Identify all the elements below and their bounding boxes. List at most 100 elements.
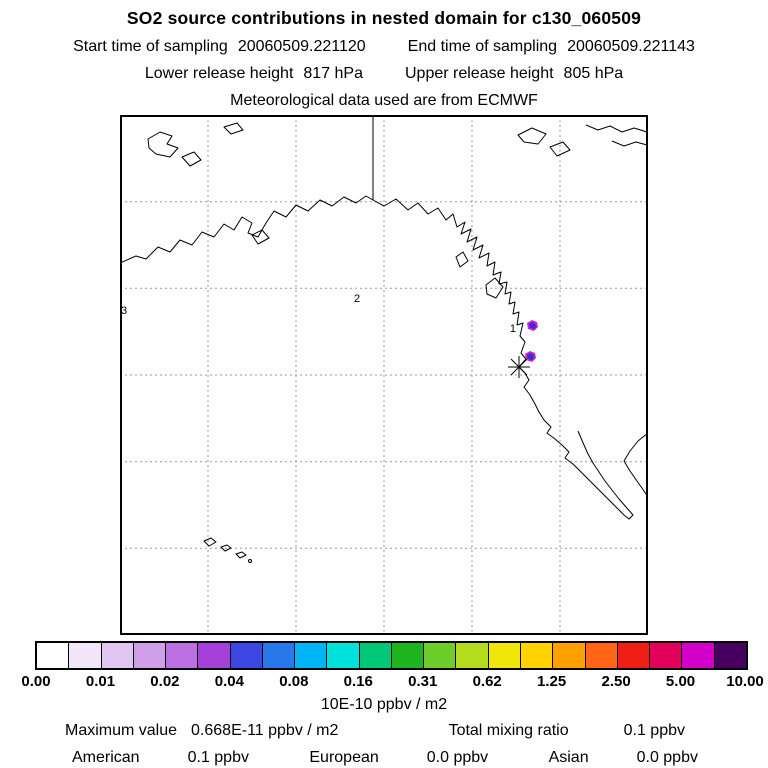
topright-coast-2 bbox=[611, 140, 648, 147]
colorbar-cell bbox=[488, 643, 521, 668]
upper-release-height: Upper release height 805 hPa bbox=[405, 65, 623, 82]
colorbar-tick-label: 5.00 bbox=[665, 673, 696, 690]
colorbar-cell bbox=[230, 643, 263, 668]
trajectory-label-2: 2 bbox=[354, 293, 360, 305]
figure-header: SO2 source contributions in nested domai… bbox=[0, 0, 768, 110]
figure-title: SO2 source contributions in nested domai… bbox=[126, 8, 642, 28]
colorbar-cell bbox=[424, 643, 457, 668]
colorbar-ticks: 0.00 0.01 0.02 0.04 0.08 0.16 0.31 0.62 1.25 2.50… bbox=[21, 673, 763, 691]
source-name: Asian bbox=[548, 749, 589, 766]
kodiak-island bbox=[251, 229, 270, 245]
colorbar-cell bbox=[391, 643, 425, 668]
plume-core-shape bbox=[529, 322, 536, 329]
colorbar-tick-label: 10.00 bbox=[726, 673, 764, 690]
source-value: 0.1 ppbv bbox=[187, 749, 249, 766]
source-value: 0.0 ppbv bbox=[636, 749, 698, 766]
plume-core-shape bbox=[527, 353, 534, 360]
colorbar-cell bbox=[166, 643, 199, 668]
colorbar-cell bbox=[295, 643, 328, 668]
plume-patch-north bbox=[527, 320, 538, 331]
start-time-value: 20060509.221120 bbox=[237, 38, 366, 55]
colorbar-cell bbox=[327, 643, 360, 668]
total-mixing-ratio: Total mixing ratio 0.1 ppbv bbox=[449, 722, 685, 740]
start-time-label: Start time of sampling bbox=[73, 38, 228, 55]
colorbar-cell bbox=[69, 643, 102, 668]
alaska-lake-2 bbox=[181, 151, 202, 167]
release-point-marker bbox=[508, 356, 530, 378]
summary-line: Maximum value 0.668E-11 ppbv / m2 Total … bbox=[0, 722, 768, 740]
vancouver-island bbox=[485, 277, 504, 299]
colorbar-cell bbox=[682, 643, 715, 668]
colorbar bbox=[35, 641, 748, 670]
colorbar-tick-label: 0.00 bbox=[21, 673, 51, 690]
map-panel: 1 2 3 bbox=[120, 115, 648, 635]
colorbar-tick-label: 2.50 bbox=[601, 673, 631, 690]
lower-release-height: Lower release height 817 hPa bbox=[145, 65, 363, 82]
hawaii-island-4 bbox=[248, 559, 252, 563]
arctic-island-2 bbox=[549, 141, 571, 157]
colorbar-cell bbox=[456, 643, 489, 668]
upper-release-value: 805 hPa bbox=[563, 65, 624, 82]
haida-gwaii-island bbox=[455, 251, 469, 268]
release-heights-line: Lower release height 817 hPa Upper release… bbox=[0, 65, 768, 83]
alaska-lake-3 bbox=[223, 122, 244, 135]
sampling-times-line: Start time of sampling 20060509.221120 End… bbox=[0, 38, 768, 56]
total-mixing-ratio-value: 0.1 ppbv bbox=[623, 722, 685, 739]
colorbar-cell bbox=[520, 643, 554, 668]
upper-release-label: Upper release height bbox=[405, 65, 554, 82]
colorbar-cell bbox=[585, 643, 618, 668]
alaska-lake-1 bbox=[147, 131, 179, 158]
colorbar-cell bbox=[198, 643, 231, 668]
map-grid bbox=[120, 115, 648, 635]
hawaii-island-2 bbox=[220, 544, 232, 552]
source-contributions-row: American 0.1 ppbv European 0.0 ppbv Asian 0.0… bbox=[0, 749, 768, 767]
end-time-label: End time of sampling bbox=[407, 38, 558, 55]
hawaii-island-3 bbox=[235, 551, 247, 559]
map-svg: 1 2 3 bbox=[120, 115, 648, 635]
colorbar-tick-label: 0.08 bbox=[279, 673, 309, 690]
lower-release-label: Lower release height bbox=[144, 65, 294, 82]
maximum-value-text: 0.668E-11 ppbv / m2 bbox=[191, 722, 339, 739]
trajectory-label-1: 1 bbox=[510, 323, 516, 335]
source-contribution: American 0.1 ppbv bbox=[72, 749, 249, 767]
colorbar-cell bbox=[617, 643, 651, 668]
mexico-mainland-coast bbox=[623, 432, 648, 498]
coastline bbox=[120, 115, 648, 563]
source-contribution: European 0.0 ppbv bbox=[309, 749, 488, 767]
end-time-value: 20060509.221143 bbox=[567, 38, 695, 55]
colorbar-cell bbox=[262, 643, 296, 668]
colorbar-cell bbox=[650, 643, 683, 668]
trajectory-label-3: 3 bbox=[121, 305, 127, 317]
colorbar-cell bbox=[37, 643, 70, 668]
lower-release-value: 817 hPa bbox=[303, 65, 363, 82]
met-data-line: Meteorological data used are from ECMWF bbox=[230, 92, 538, 109]
maximum-value: Maximum value 0.668E-11 ppbv / m2 bbox=[65, 722, 338, 740]
colorbar-tick-label: 0.01 bbox=[85, 673, 116, 690]
colorbar-tick-label: 1.25 bbox=[537, 673, 567, 690]
colorbar-cell bbox=[553, 643, 586, 668]
total-mixing-ratio-label: Total mixing ratio bbox=[448, 722, 569, 739]
source-name: European bbox=[309, 749, 379, 766]
source-name: American bbox=[72, 749, 140, 766]
colorbar-units-label: 10E-10 ppbv / m2 bbox=[320, 696, 448, 713]
colorbar-cell bbox=[133, 643, 167, 668]
colorbar-cell bbox=[359, 643, 392, 668]
colorbar-tick-label: 0.62 bbox=[472, 673, 502, 690]
colorbar-tick-label: 0.04 bbox=[214, 673, 244, 690]
topright-coast-1 bbox=[585, 124, 648, 133]
colorbar-tick-label: 0.02 bbox=[150, 673, 180, 690]
main-coastline-path bbox=[120, 195, 634, 520]
plume-patch-south bbox=[525, 351, 536, 362]
colorbar-cell bbox=[714, 643, 746, 668]
start-time: Start time of sampling 20060509.221120 bbox=[73, 38, 366, 55]
map-border bbox=[120, 115, 648, 635]
end-time: End time of sampling 20060509.221143 bbox=[408, 38, 695, 55]
hawaii-island-1 bbox=[203, 537, 217, 547]
source-contribution: Asian 0.0 ppbv bbox=[549, 749, 698, 767]
colorbar-cell bbox=[101, 643, 134, 668]
arctic-island-1 bbox=[517, 127, 547, 145]
colorbar-tick-label: 0.31 bbox=[408, 673, 438, 690]
source-value: 0.0 ppbv bbox=[426, 749, 489, 766]
maximum-value-label: Maximum value bbox=[65, 722, 178, 739]
colorbar-tick-label: 0.16 bbox=[343, 673, 373, 690]
